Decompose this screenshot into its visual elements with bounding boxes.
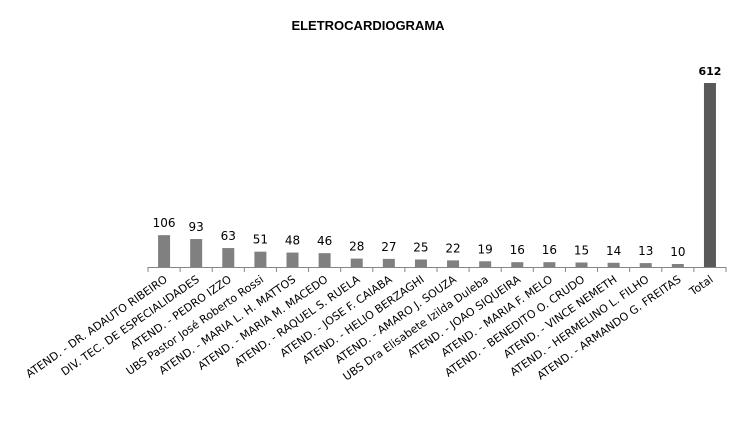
- bar: [350, 258, 363, 267]
- bar: [222, 248, 235, 267]
- data-label: 13: [638, 244, 653, 258]
- data-label: 16: [510, 243, 525, 257]
- bar: [639, 263, 652, 267]
- data-labels: 106 93 63 51 48 46 28 27 25 22 19 16 16 15 14 13 10 612: [153, 65, 722, 259]
- bar: [286, 252, 299, 267]
- bar: [158, 235, 171, 267]
- data-label: 106: [153, 216, 176, 230]
- data-label: 27: [381, 240, 396, 254]
- data-label: 19: [478, 242, 493, 256]
- bar: [671, 263, 684, 267]
- bar: [447, 260, 460, 267]
- data-label: 63: [221, 229, 236, 243]
- x-tick-label: Total: [686, 273, 715, 299]
- bar: [382, 258, 395, 267]
- data-label: 22: [445, 241, 460, 255]
- bar: [575, 262, 588, 267]
- bars: [158, 83, 716, 267]
- bar: [511, 262, 524, 267]
- chart-title: ELETROCARDIOGRAMA: [291, 18, 445, 33]
- bar: [190, 239, 203, 267]
- data-label: 15: [574, 243, 589, 257]
- bar: [414, 259, 427, 267]
- x-axis-ticks: [147, 267, 727, 272]
- data-label: 16: [542, 243, 557, 257]
- bar: [254, 251, 267, 267]
- data-label: 51: [253, 233, 268, 247]
- data-label: 14: [606, 244, 621, 258]
- bar: [318, 253, 331, 267]
- data-label: 48: [285, 234, 300, 248]
- data-label-total: 612: [698, 65, 721, 78]
- bar: [607, 262, 620, 267]
- data-label: 93: [189, 220, 204, 234]
- data-label: 10: [670, 245, 685, 259]
- data-label: 46: [317, 234, 332, 248]
- bar-total: [703, 83, 716, 267]
- bar: [479, 261, 492, 267]
- data-label: 28: [349, 240, 364, 254]
- data-label: 25: [413, 240, 428, 254]
- bar: [543, 262, 556, 267]
